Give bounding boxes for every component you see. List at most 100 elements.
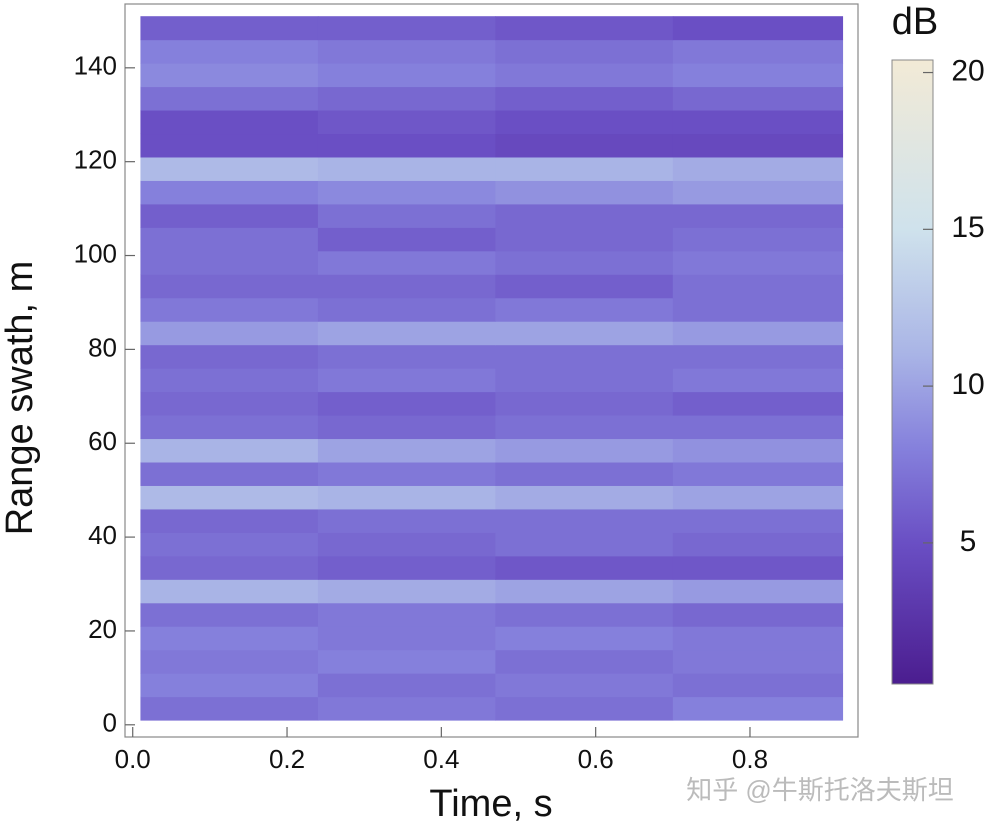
heatmap-cell — [672, 227, 844, 252]
heatmap-cell — [317, 415, 496, 440]
heatmap-cell — [140, 86, 319, 111]
y-tick-label: 80 — [88, 332, 117, 362]
colorbar-tick-label: 5 — [960, 525, 977, 558]
heatmap-cell — [672, 626, 844, 651]
heatmap-cell — [672, 110, 844, 135]
heatmap-cell — [672, 391, 844, 416]
heatmap-cell — [317, 110, 496, 135]
heatmap-cell — [317, 579, 496, 604]
heatmap-cell — [317, 485, 496, 510]
x-tick-label: 0.4 — [423, 744, 459, 774]
heatmap-cell — [317, 227, 496, 252]
heatmap-cell — [140, 532, 319, 557]
heatmap-cell — [672, 602, 844, 627]
x-tick-label: 0.2 — [269, 744, 305, 774]
heatmap-cell — [317, 180, 496, 205]
heatmap-cell — [140, 156, 319, 181]
heatmap-cell — [672, 63, 844, 88]
heatmap-cell — [317, 133, 496, 158]
heatmap-cell — [495, 321, 674, 346]
x-tick-label: 0.6 — [578, 744, 614, 774]
heatmap-cell — [317, 274, 496, 299]
colorbar-tick-label: 10 — [951, 368, 984, 401]
heatmap-cell — [317, 344, 496, 369]
heatmap-cell — [495, 555, 674, 580]
x-tick-label: 0.8 — [732, 744, 768, 774]
heatmap-cell — [140, 274, 319, 299]
heatmap-cell — [140, 415, 319, 440]
heatmap-cell — [140, 110, 319, 135]
y-tick-label: 100 — [74, 238, 117, 268]
colorbar-tick-label: 20 — [951, 54, 984, 87]
heatmap-cell — [495, 297, 674, 322]
x-tick-label: 0.0 — [115, 744, 151, 774]
heatmap-cell — [495, 673, 674, 698]
heatmap-cell — [672, 86, 844, 111]
heatmap-cell — [495, 250, 674, 275]
heatmap-cell — [672, 321, 844, 346]
heatmap-cell — [140, 485, 319, 510]
heatmap-cell — [317, 297, 496, 322]
heatmap-cell — [140, 180, 319, 205]
heatmap-cell — [317, 39, 496, 64]
heatmap-cell — [140, 321, 319, 346]
heatmap-cell — [672, 203, 844, 228]
heatmap-cell — [317, 203, 496, 228]
heatmap-cell — [672, 532, 844, 557]
heatmap-cell — [140, 555, 319, 580]
heatmap — [140, 16, 844, 721]
heatmap-cell — [495, 485, 674, 510]
y-axis-label: Range swath, m — [0, 261, 41, 536]
heatmap-cell — [140, 344, 319, 369]
heatmap-cell — [495, 274, 674, 299]
heatmap-cell — [672, 156, 844, 181]
heatmap-cell — [495, 110, 674, 135]
heatmap-cell — [495, 579, 674, 604]
heatmap-cell — [495, 180, 674, 205]
heatmap-cell — [495, 438, 674, 463]
heatmap-cell — [672, 274, 844, 299]
heatmap-cell — [495, 133, 674, 158]
heatmap-cell — [317, 673, 496, 698]
y-tick-label: 120 — [74, 145, 117, 175]
heatmap-cell — [495, 368, 674, 393]
heatmap-cell — [672, 344, 844, 369]
heatmap-cell — [140, 508, 319, 533]
heatmap-cell — [672, 438, 844, 463]
heatmap-cell — [672, 555, 844, 580]
heatmap-cell — [317, 462, 496, 486]
x-axis-label: Time, s — [429, 783, 552, 825]
heatmap-cell — [140, 626, 319, 651]
heatmap-cell — [140, 250, 319, 275]
heatmap-cell — [317, 649, 496, 674]
heatmap-cell — [495, 39, 674, 64]
heatmap-cell — [495, 532, 674, 557]
heatmap-cell — [495, 227, 674, 252]
heatmap-cell — [672, 462, 844, 486]
heatmap-cell — [672, 485, 844, 510]
heatmap-cell — [672, 508, 844, 533]
heatmap-cell — [495, 649, 674, 674]
heatmap-cell — [672, 180, 844, 205]
heatmap-cell — [317, 156, 496, 181]
heatmap-cell — [317, 508, 496, 533]
heatmap-cell — [495, 391, 674, 416]
heatmap-cell — [140, 391, 319, 416]
heatmap-cell — [672, 133, 844, 158]
heatmap-cell — [672, 16, 844, 41]
heatmap-cell — [317, 16, 496, 41]
heatmap-cell — [317, 696, 496, 721]
heatmap-cell — [672, 649, 844, 674]
heatmap-cell — [140, 696, 319, 721]
heatmap-cell — [317, 602, 496, 627]
heatmap-cell — [317, 391, 496, 416]
heatmap-cell — [495, 462, 674, 486]
heatmap-cell — [495, 508, 674, 533]
heatmap-cell — [140, 297, 319, 322]
heatmap-cell — [672, 579, 844, 604]
heatmap-cell — [140, 203, 319, 228]
heatmap-cell — [672, 696, 844, 721]
colorbar — [891, 59, 934, 685]
heatmap-cell — [140, 133, 319, 158]
